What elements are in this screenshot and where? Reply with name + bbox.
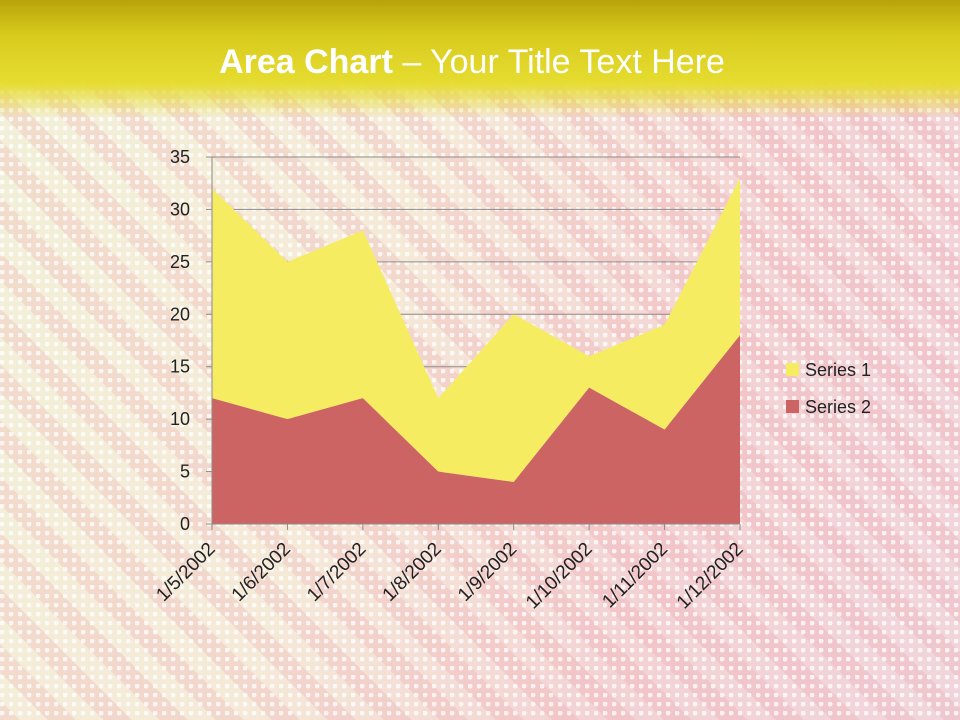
- x-tick-label: 1/12/2002: [673, 539, 748, 614]
- x-tick-label: 1/5/2002: [152, 539, 219, 606]
- series-1-area: [212, 177, 740, 483]
- x-tick-label: 1/10/2002: [522, 539, 597, 614]
- legend-label: Series 2: [805, 397, 871, 417]
- x-tick-label: 1/11/2002: [598, 539, 672, 613]
- y-tick-label: 15: [170, 357, 190, 377]
- y-tick-label: 35: [170, 147, 190, 167]
- y-tick-label: 30: [170, 199, 190, 219]
- x-tick-label: 1/8/2002: [379, 539, 446, 606]
- x-tick-label: 1/7/2002: [303, 539, 370, 606]
- legend: Series 1 Series 2: [786, 360, 871, 417]
- series-2-area: [212, 335, 740, 524]
- y-tick-label: 5: [180, 462, 190, 482]
- legend-swatch: [786, 363, 799, 376]
- y-tick-label: 10: [170, 409, 190, 429]
- chart-areas: [212, 177, 740, 524]
- y-tick-label: 20: [170, 304, 190, 324]
- title-separator: –: [392, 43, 431, 81]
- legend-label: Series 1: [805, 360, 871, 380]
- title-banner: Area Chart – Your Title Text Here: [0, 0, 960, 118]
- title-rest: Your Title Text Here: [430, 43, 725, 81]
- slide-title: Area Chart – Your Title Text Here: [0, 40, 944, 84]
- legend-swatch: [786, 400, 799, 413]
- y-tick-label: 25: [170, 252, 190, 272]
- y-tick-label: 0: [180, 514, 190, 534]
- x-tick-label: 1/6/2002: [228, 539, 295, 606]
- x-tick-label: 1/9/2002: [454, 539, 521, 606]
- title-bold: Area Chart: [219, 43, 393, 81]
